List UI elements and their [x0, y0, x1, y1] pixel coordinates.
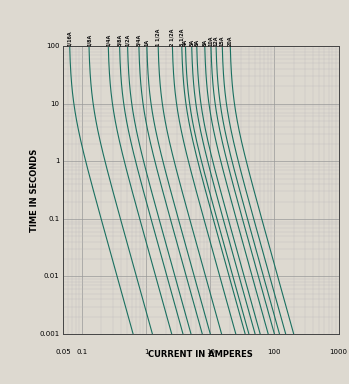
- Text: 4A: 4A: [183, 39, 188, 46]
- Text: 12A: 12A: [214, 36, 218, 46]
- Y-axis label: TIME IN SECONDS: TIME IN SECONDS: [30, 149, 38, 232]
- Text: 1: 1: [144, 349, 148, 355]
- Text: 20A: 20A: [228, 36, 233, 46]
- Text: 10A: 10A: [208, 36, 214, 46]
- Text: 1A: 1A: [144, 39, 149, 46]
- Text: 1000: 1000: [329, 349, 348, 355]
- Text: 15A: 15A: [220, 36, 225, 46]
- Text: 1/8A: 1/8A: [87, 34, 91, 46]
- Text: 10: 10: [206, 349, 215, 355]
- Text: 0.001: 0.001: [39, 331, 59, 337]
- Text: 0.01: 0.01: [44, 273, 59, 280]
- Text: 6A: 6A: [194, 39, 199, 46]
- X-axis label: CURRENT IN AMPERES: CURRENT IN AMPERES: [148, 350, 253, 359]
- Text: 0.1: 0.1: [48, 216, 59, 222]
- Text: 3 1/2A: 3 1/2A: [179, 29, 184, 46]
- Text: 1: 1: [55, 158, 59, 164]
- Text: 0.05: 0.05: [55, 349, 70, 355]
- Text: 1/16A: 1/16A: [67, 30, 72, 46]
- Text: 100: 100: [268, 349, 281, 355]
- Text: 3/4A: 3/4A: [136, 34, 141, 46]
- Text: 100: 100: [46, 43, 59, 49]
- Text: 2 1/2A: 2 1/2A: [170, 29, 175, 46]
- Text: 1 1/2A: 1 1/2A: [156, 29, 161, 46]
- Text: 3/8A: 3/8A: [117, 34, 122, 46]
- Text: 5A: 5A: [189, 39, 194, 46]
- Text: 0.1: 0.1: [76, 349, 88, 355]
- Text: 1/2A: 1/2A: [125, 34, 130, 46]
- Text: 8A: 8A: [202, 39, 207, 46]
- Text: 1/4A: 1/4A: [106, 34, 111, 46]
- Text: 10: 10: [50, 101, 59, 107]
